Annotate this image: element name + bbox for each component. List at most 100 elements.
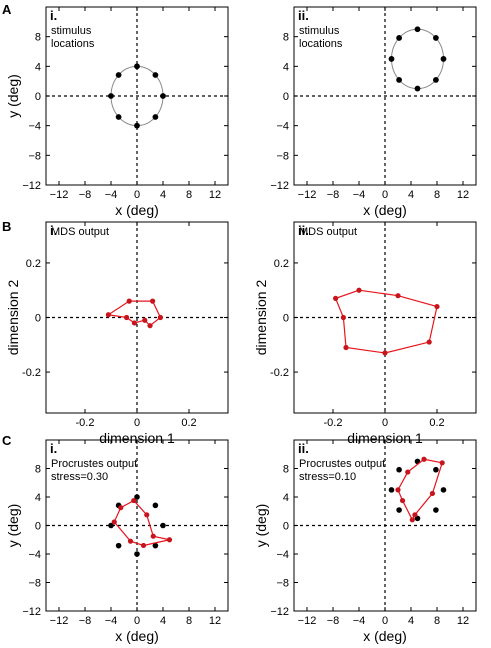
x-tick-label: −4 bbox=[353, 189, 366, 201]
output-point bbox=[340, 314, 346, 321]
y-tick-label: 8 bbox=[35, 32, 41, 44]
panel-b-ii: -0.2 0 0.2 -0.2 0 0.2 dimension 1 dimension 2 ii… bbox=[253, 221, 477, 446]
x-tick-label: 8 bbox=[186, 615, 192, 627]
output-point bbox=[118, 505, 124, 511]
x-tick-label: 4 bbox=[408, 615, 414, 627]
annotation-text: stimulus bbox=[51, 25, 92, 37]
y-tick-label: 0 bbox=[283, 521, 289, 533]
y-tick-label: -0.2 bbox=[22, 367, 41, 379]
x-tick-label: −4 bbox=[353, 615, 366, 627]
stimulus-point bbox=[440, 56, 447, 62]
x-tick-label: −4 bbox=[105, 189, 118, 201]
output-polygon bbox=[334, 289, 438, 354]
y-tick-label: 4 bbox=[283, 492, 289, 504]
x-tick-label: −12 bbox=[50, 189, 69, 201]
output-point bbox=[356, 287, 362, 293]
stimulus-point bbox=[134, 494, 140, 500]
panel-numeral: ii. bbox=[298, 8, 309, 23]
panel-numeral: i. bbox=[50, 8, 57, 23]
y-tick-label: 0.2 bbox=[26, 258, 41, 270]
annotation-text: locations bbox=[51, 38, 95, 50]
y-tick-label: −4 bbox=[28, 549, 41, 561]
panel-numeral: i. bbox=[50, 223, 57, 238]
x-tick-label: 4 bbox=[160, 615, 166, 627]
x-tick-label: 8 bbox=[434, 189, 440, 201]
x-tick-label: −8 bbox=[79, 189, 92, 201]
output-point bbox=[439, 460, 445, 466]
x-tick-label: 8 bbox=[186, 189, 192, 201]
annotation-text: Procrustes output bbox=[299, 458, 385, 470]
stimulus-point bbox=[108, 93, 114, 99]
output-point bbox=[126, 298, 132, 304]
y-tick-label: 0 bbox=[283, 313, 289, 325]
y-tick-label: 0 bbox=[35, 313, 41, 325]
output-point bbox=[343, 344, 349, 351]
annotation-text: MDS output bbox=[299, 226, 357, 238]
stimulus-point bbox=[134, 63, 140, 70]
y-tick-label: −4 bbox=[276, 549, 289, 561]
stimulus-point bbox=[396, 466, 402, 473]
output-point bbox=[395, 293, 401, 299]
output-point bbox=[111, 519, 117, 525]
stimulus-point bbox=[414, 85, 421, 92]
y-axis-label: y (deg) bbox=[5, 504, 21, 548]
stimulus-point bbox=[115, 542, 122, 549]
panel-c-ii: −12 −8 −4 0 4 8 12 −12 −8 −4 0 4 8 x (deg) y (deg) ii. P… bbox=[253, 439, 477, 644]
output-point bbox=[150, 298, 156, 304]
y-tick-label: 4 bbox=[35, 492, 41, 504]
output-point bbox=[127, 538, 134, 544]
output-point bbox=[382, 350, 388, 356]
stimulus-point bbox=[396, 77, 403, 83]
x-tick-label: −12 bbox=[298, 615, 317, 627]
output-point bbox=[399, 497, 406, 504]
stimulus-point bbox=[152, 502, 159, 509]
output-point bbox=[429, 490, 436, 497]
y-tick-label: −8 bbox=[276, 150, 289, 162]
x-tick-label: −8 bbox=[327, 615, 340, 627]
output-point bbox=[124, 314, 130, 321]
stimulus-point bbox=[388, 56, 395, 62]
x-tick-label: 0 bbox=[382, 189, 388, 201]
stimulus-point bbox=[432, 77, 439, 83]
stimulus-point bbox=[396, 35, 403, 41]
stimulus-point bbox=[432, 35, 439, 41]
x-tick-label: 12 bbox=[457, 189, 469, 201]
x-tick-label: -0.2 bbox=[324, 417, 343, 429]
stimulus-point bbox=[108, 522, 114, 529]
y-tick-label: −12 bbox=[22, 606, 41, 618]
y-tick-label: 0 bbox=[35, 521, 41, 533]
y-tick-label: 8 bbox=[35, 464, 41, 476]
section-label-c: C bbox=[2, 433, 12, 448]
x-tick-label: 0 bbox=[134, 615, 140, 627]
y-tick-label: 8 bbox=[283, 32, 289, 44]
x-tick-label: −12 bbox=[50, 615, 69, 627]
x-tick-label: −4 bbox=[105, 615, 118, 627]
x-axis-label: dimension 1 bbox=[347, 430, 423, 446]
y-tick-label: −8 bbox=[276, 578, 289, 590]
output-point bbox=[147, 323, 153, 329]
annotation-text: stress=0.30 bbox=[51, 471, 108, 483]
stimulus-point bbox=[160, 522, 166, 529]
stimulus-point bbox=[115, 114, 122, 120]
y-tick-label: 0 bbox=[35, 91, 41, 103]
stimulus-point bbox=[152, 542, 159, 549]
section-label-b: B bbox=[2, 219, 11, 234]
y-tick-label: −4 bbox=[28, 121, 41, 133]
annotation-text: stimulus bbox=[299, 25, 340, 37]
output-point bbox=[409, 517, 415, 523]
stimulus-point bbox=[414, 26, 421, 33]
output-point bbox=[140, 542, 147, 549]
output-point bbox=[405, 469, 411, 475]
y-tick-label: 8 bbox=[283, 464, 289, 476]
output-point bbox=[105, 312, 111, 318]
x-axis-label: x (deg) bbox=[363, 628, 407, 644]
y-axis-label: dimension 2 bbox=[5, 280, 21, 356]
stimulus-point bbox=[152, 72, 159, 78]
panel-b-i: -0.2 0 0.2 -0.2 0 0.2 dimension 1 dimension 2 i.… bbox=[5, 221, 229, 446]
section-label-a: A bbox=[2, 2, 12, 17]
x-tick-label: 12 bbox=[209, 615, 221, 627]
y-tick-label: −12 bbox=[270, 180, 289, 192]
output-point bbox=[144, 512, 150, 518]
output-point bbox=[150, 533, 156, 539]
